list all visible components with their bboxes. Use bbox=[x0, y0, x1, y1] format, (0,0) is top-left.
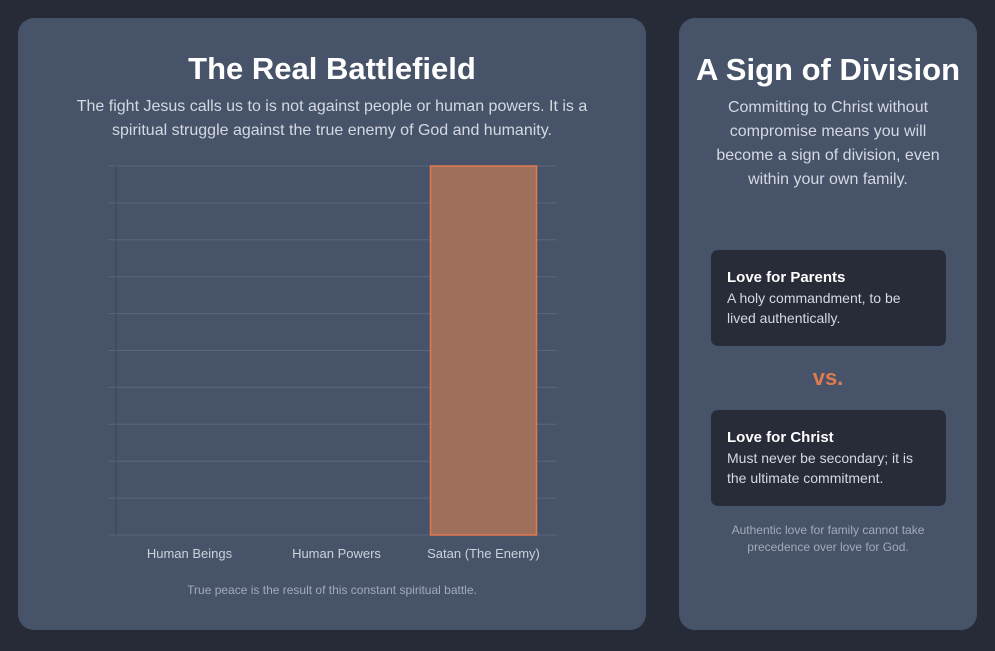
x-tick-label: Human Powers bbox=[292, 546, 381, 561]
battlefield-description: The fight Jesus calls us to is not again… bbox=[76, 98, 588, 139]
x-tick-label: Human Beings bbox=[147, 546, 233, 561]
love-christ-text: Must never be secondary; it is the ultim… bbox=[727, 450, 913, 486]
versus-label: vs. bbox=[812, 365, 844, 390]
battlefield-footnote: True peace is the result of this constan… bbox=[187, 583, 477, 597]
division-card: A Sign of Division Committing to Christ … bbox=[679, 18, 977, 630]
bar-2 bbox=[429, 165, 538, 536]
division-title: A Sign of Division bbox=[695, 52, 961, 87]
love-christ-title: Love for Christ bbox=[727, 429, 834, 446]
love-parents-text: A holy commandment, to be lived authenti… bbox=[727, 290, 901, 326]
love-christ-card: Love for Christ Must never be secondary;… bbox=[711, 410, 946, 506]
love-parents-card: Love for Parents A holy commandment, to … bbox=[711, 250, 946, 346]
battlefield-card: The Real Battlefield The fight Jesus cal… bbox=[18, 18, 646, 630]
division-description: Committing to Christ without compromise … bbox=[716, 99, 940, 188]
battlefield-chart: Human Beings Human Powers Satan (The Enemy… bbox=[108, 165, 557, 561]
love-parents-title: Love for Parents bbox=[727, 269, 846, 286]
x-tick-label: Satan (The Enemy) bbox=[427, 546, 540, 561]
division-footnote: Authentic love for family cannot take pr… bbox=[731, 523, 925, 554]
battlefield-title: The Real Battlefield bbox=[188, 51, 476, 86]
